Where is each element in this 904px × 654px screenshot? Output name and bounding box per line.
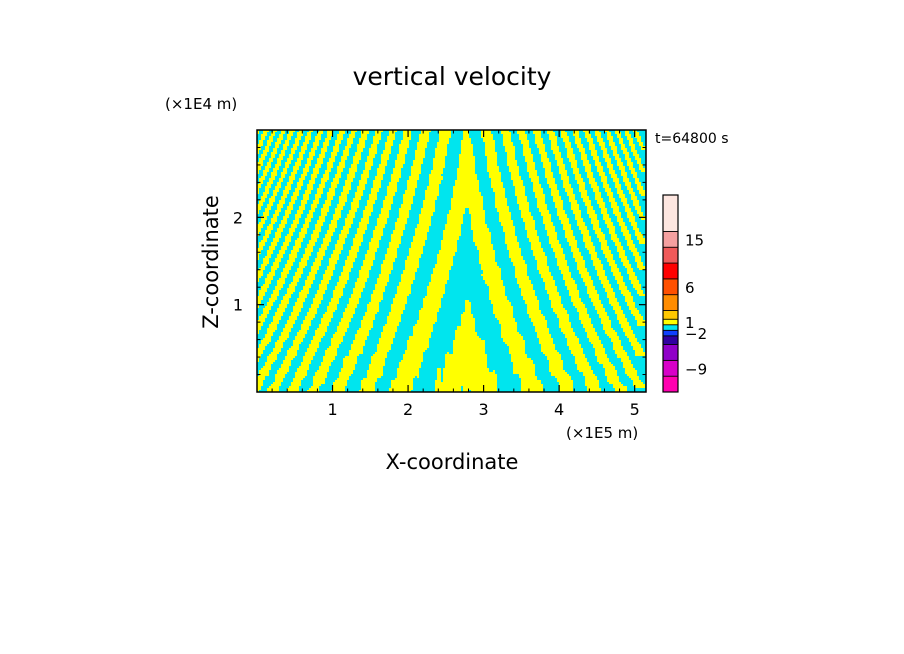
plot-frame — [256, 129, 647, 393]
x-tick-label: 4 — [554, 400, 564, 419]
colorbar-level — [662, 246, 679, 264]
velocity-field — [257, 130, 646, 392]
colorbar-level — [662, 375, 679, 393]
colorbar-tick-label: 1 — [685, 314, 695, 332]
x-tick-label: 5 — [630, 400, 640, 419]
y-axis: 12 — [233, 146, 646, 376]
colorbar-level — [662, 278, 679, 296]
x-tick-label: 1 — [327, 400, 337, 419]
y-tick-label: 2 — [233, 208, 243, 227]
colorbar-tick-label: −9 — [685, 360, 707, 378]
colorbar-level — [662, 194, 679, 232]
colorbar-level — [662, 318, 679, 326]
x-unit-label: (×1E5 m) — [566, 424, 638, 442]
y-tick-label: 1 — [233, 296, 243, 315]
colorbar-tick-label: 15 — [685, 231, 704, 249]
time-label: t=64800 s — [655, 131, 729, 147]
colorbar-tick-label: −2 — [685, 325, 707, 343]
colorbar-level — [662, 324, 679, 331]
x-tick-label: 2 — [403, 400, 413, 419]
chart-title: vertical velocity — [353, 62, 552, 91]
x-axis-label: X-coordinate — [386, 450, 519, 474]
colorbar-level — [662, 294, 679, 311]
colorbar-tick-label: 6 — [685, 279, 695, 297]
colorbar-frame — [662, 194, 679, 393]
colorbar-level — [662, 329, 679, 337]
colorbar-level — [662, 335, 679, 345]
colorbar: 15 6 1−2 −9 — [662, 194, 707, 393]
colorbar-level — [662, 310, 679, 320]
colorbar-level — [662, 344, 679, 361]
x-tick-label: 3 — [479, 400, 489, 419]
field-positive-region — [257, 130, 645, 392]
colorbar-level — [662, 359, 679, 377]
y-unit-label: (×1E4 m) — [165, 95, 237, 113]
colorbar-level — [662, 230, 679, 248]
y-axis-label: Z-coordinate — [199, 195, 223, 329]
x-axis: 1 2 3 4 5 — [271, 130, 640, 419]
colorbar-level — [662, 262, 679, 280]
